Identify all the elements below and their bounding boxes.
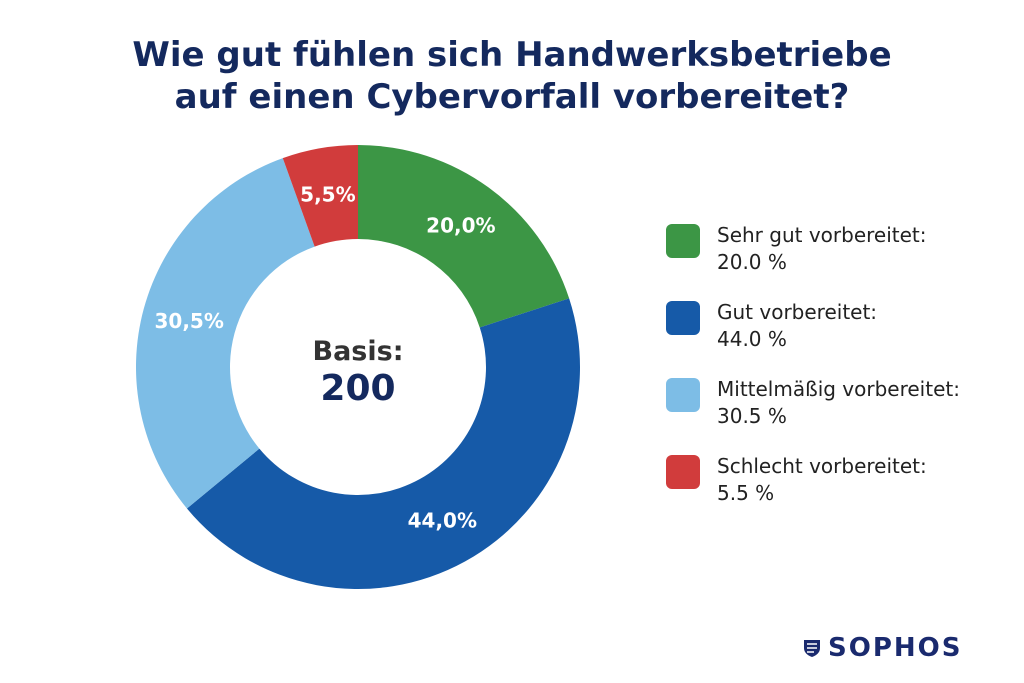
donut-slices	[135, 145, 580, 589]
legend-item-mittelmäßig-vorbereitet: Mittelmäßig vorbereitet: 30.5 %	[664, 376, 1014, 453]
legend-text: Sehr gut vorbereitet: 20.0 %	[717, 222, 927, 276]
legend-value: 30.5 %	[717, 404, 787, 428]
legend-value: 5.5 %	[717, 481, 775, 505]
legend-item-sehr-gut-vorbereitet: Sehr gut vorbereitet: 20.0 %	[664, 222, 1014, 299]
sophos-logo: SOPHOS	[802, 634, 962, 662]
slice-label-sehr-gut-vorbereitet: 20,0%	[426, 213, 495, 237]
sophos-wordmark: SOPHOS	[828, 633, 963, 663]
legend-label: Schlecht vorbereitet:	[717, 454, 927, 478]
legend-text: Schlecht vorbereitet: 5.5 %	[717, 453, 927, 507]
legend-text: Mittelmäßig vorbereitet: 30.5 %	[717, 376, 960, 430]
donut-slice-gut-vorbereitet	[186, 298, 580, 589]
donut-slice-sehr-gut-vorbereitet	[358, 145, 570, 328]
legend-item-schlecht-vorbereitet: Schlecht vorbereitet: 5.5 %	[664, 453, 1014, 530]
slice-label-gut-vorbereitet: 44,0%	[408, 508, 477, 532]
chart-title: Wie gut fühlen sich Handwerksbetriebe au…	[0, 34, 1024, 118]
donut-slice-labels: 20,0% 44,0% 30,5% 5,5%	[155, 183, 496, 533]
donut-slice-mittelmäßig-vorbereitet	[135, 158, 315, 509]
slice-label-mittelmäßig-vorbereitet: 30,5%	[155, 309, 224, 333]
legend-label: Gut vorbereitet:	[717, 300, 878, 324]
center-basis-label: Basis:	[313, 336, 404, 367]
chart-title-line-1: Wie gut fühlen sich Handwerksbetriebe	[132, 35, 892, 75]
legend-swatch	[666, 455, 700, 489]
chart-title-line-2: auf einen Cybervorfall vorbereitet?	[174, 77, 850, 117]
chart-legend: Sehr gut vorbereitet: 20.0 % Gut vorbereit…	[664, 222, 1014, 530]
donut-slice-schlecht-vorbereitet	[282, 145, 358, 247]
legend-swatch	[666, 301, 700, 335]
center-basis-value: 200	[320, 368, 395, 409]
sophos-shield-icon	[804, 640, 820, 657]
legend-swatch	[666, 224, 700, 258]
legend-swatch	[666, 378, 700, 412]
legend-item-gut-vorbereitet: Gut vorbereitet: 44.0 %	[664, 299, 1014, 376]
legend-value: 44.0 %	[717, 327, 787, 351]
legend-value: 20.0 %	[717, 250, 787, 274]
legend-text: Gut vorbereitet: 44.0 %	[717, 299, 877, 353]
legend-label: Sehr gut vorbereitet:	[717, 223, 927, 247]
legend-label: Mittelmäßig vorbereitet:	[717, 377, 960, 401]
slice-label-schlecht-vorbereitet: 5,5%	[300, 183, 355, 207]
